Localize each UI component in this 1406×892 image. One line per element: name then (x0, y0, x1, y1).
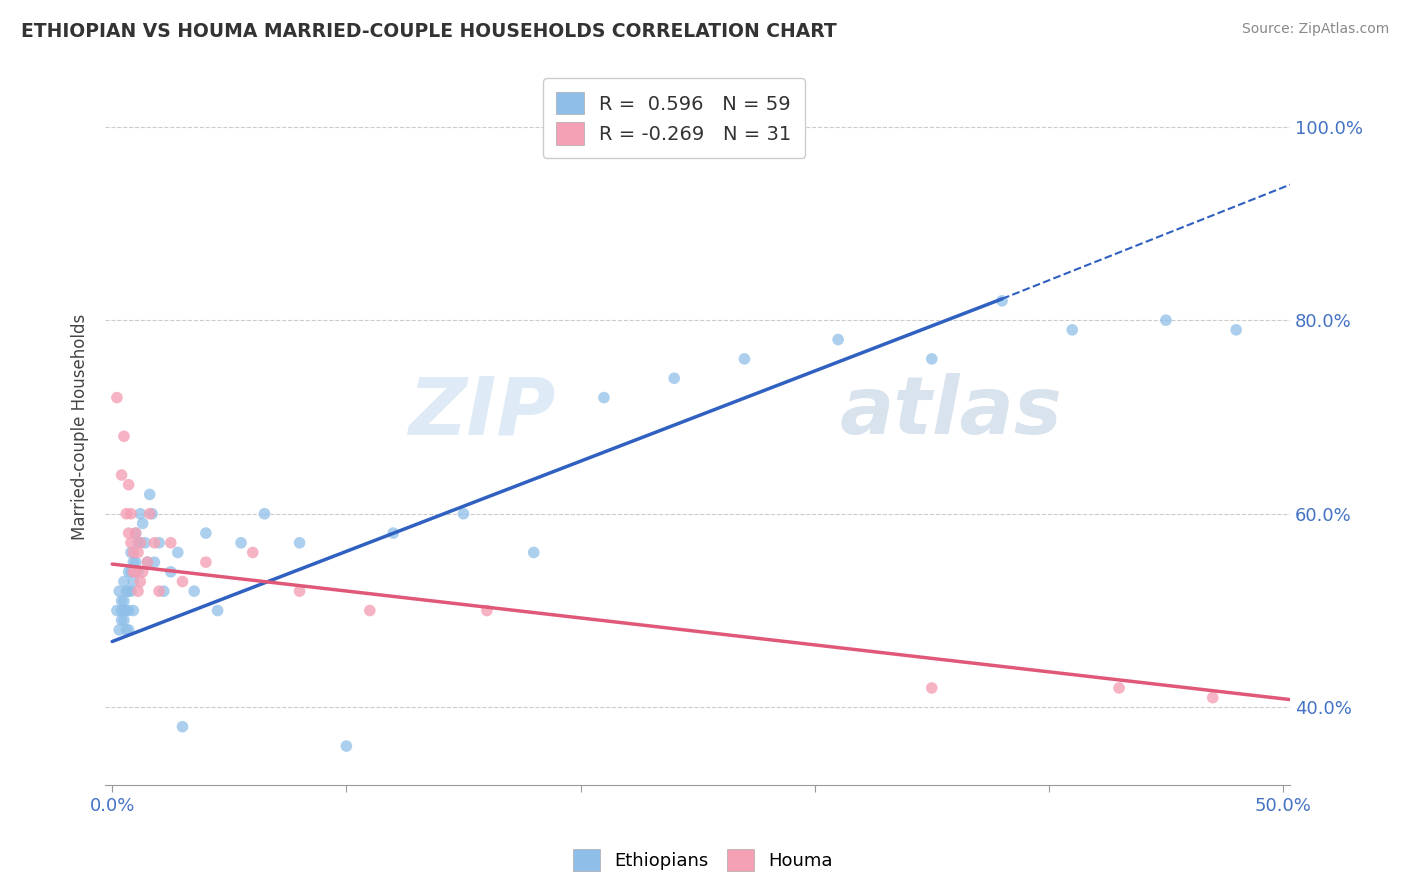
Point (120, 545, 142, 559)
Point (105, 603, 128, 617)
Point (921, 351, 943, 366)
Point (733, 351, 755, 366)
Point (523, 545, 546, 559)
Point (129, 536, 152, 550)
Point (108, 623, 131, 637)
Point (110, 594, 132, 608)
Point (288, 584, 311, 599)
Point (105, 391, 128, 405)
Point (183, 584, 205, 599)
Point (127, 536, 149, 550)
Point (122, 555, 145, 569)
Point (120, 536, 142, 550)
Point (148, 584, 170, 599)
Point (112, 574, 135, 589)
Point (115, 603, 138, 617)
Legend: Ethiopians, Houma: Ethiopians, Houma (565, 842, 841, 879)
Point (120, 507, 142, 521)
Point (194, 555, 217, 569)
Point (129, 536, 152, 550)
Point (112, 613, 135, 627)
Point (117, 565, 139, 579)
Point (108, 584, 131, 599)
Point (110, 613, 132, 627)
Point (159, 565, 181, 579)
Point (242, 545, 264, 559)
Text: atlas: atlas (839, 374, 1063, 451)
Point (166, 545, 188, 559)
Point (112, 594, 135, 608)
Point (127, 565, 149, 579)
Point (122, 545, 145, 559)
Point (117, 526, 139, 541)
Point (122, 565, 145, 579)
Point (124, 526, 146, 541)
Point (475, 603, 498, 617)
Point (1202, 690, 1225, 705)
Point (136, 555, 159, 569)
Point (172, 574, 194, 589)
Point (124, 526, 146, 541)
Point (110, 468, 132, 483)
Point (136, 555, 159, 569)
Point (593, 391, 616, 405)
Point (1062, 323, 1084, 337)
Point (359, 603, 381, 617)
Text: ZIP: ZIP (408, 374, 555, 451)
Point (127, 584, 149, 599)
Point (134, 536, 156, 550)
Point (110, 603, 132, 617)
Point (112, 429, 135, 443)
Point (143, 536, 166, 550)
Point (115, 584, 138, 599)
Point (117, 477, 139, 491)
Point (115, 507, 138, 521)
Point (1154, 313, 1177, 327)
Text: Source: ZipAtlas.com: Source: ZipAtlas.com (1241, 22, 1389, 37)
Point (117, 584, 139, 599)
Point (172, 720, 194, 734)
Point (120, 584, 142, 599)
Legend: R =  0.596   N = 59, R = -0.269   N = 31: R = 0.596 N = 59, R = -0.269 N = 31 (543, 78, 806, 158)
Point (827, 333, 849, 347)
Point (131, 565, 153, 579)
Point (148, 536, 170, 550)
Y-axis label: Married-couple Households: Married-couple Households (72, 313, 89, 540)
Point (664, 371, 686, 385)
Point (1225, 323, 1247, 337)
Point (229, 536, 252, 550)
Point (127, 545, 149, 559)
Point (120, 565, 142, 579)
Point (117, 623, 139, 637)
Point (124, 555, 146, 569)
Point (335, 739, 357, 753)
Point (129, 574, 152, 589)
Point (129, 507, 152, 521)
Point (921, 681, 943, 695)
Point (112, 603, 135, 617)
Text: ETHIOPIAN VS HOUMA MARRIED-COUPLE HOUSEHOLDS CORRELATION CHART: ETHIOPIAN VS HOUMA MARRIED-COUPLE HOUSEH… (21, 22, 837, 41)
Point (1108, 681, 1130, 695)
Point (117, 603, 139, 617)
Point (152, 584, 174, 599)
Point (141, 507, 163, 521)
Point (143, 555, 166, 569)
Point (991, 293, 1014, 308)
Point (253, 507, 276, 521)
Point (122, 603, 145, 617)
Point (207, 603, 229, 617)
Point (138, 507, 160, 521)
Point (194, 526, 217, 541)
Point (453, 507, 475, 521)
Point (382, 526, 405, 541)
Point (159, 536, 181, 550)
Point (115, 623, 138, 637)
Point (131, 516, 153, 531)
Point (124, 565, 146, 579)
Point (288, 536, 311, 550)
Point (122, 574, 145, 589)
Point (138, 487, 160, 501)
